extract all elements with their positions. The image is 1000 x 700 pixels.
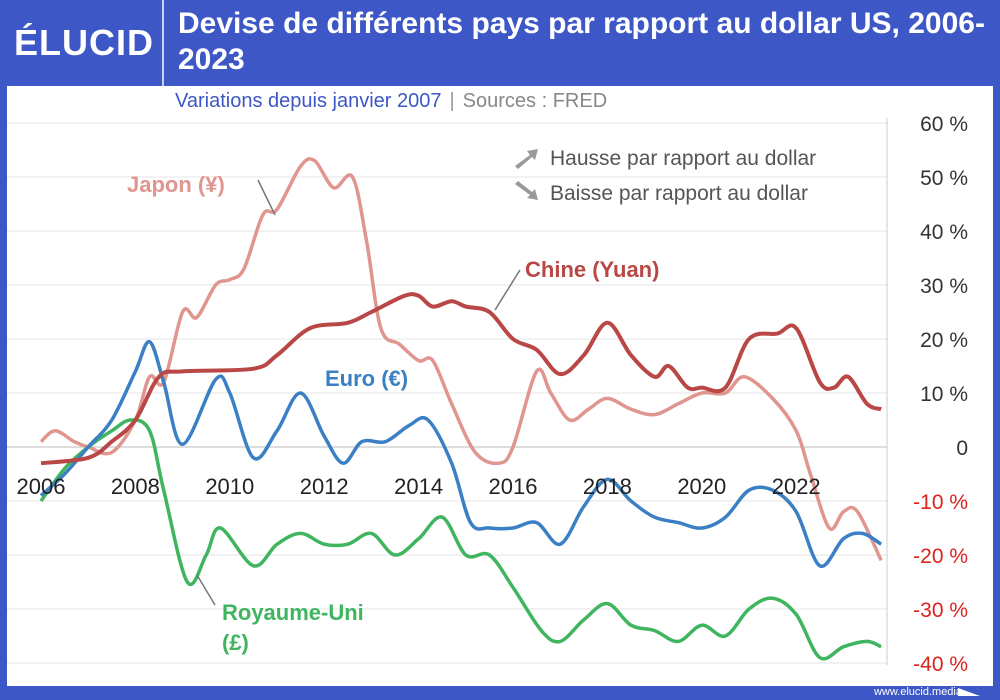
y-tick-label: 30 % [920,275,968,298]
series-label-line: (£) [222,630,249,655]
x-tick-label: 2016 [489,474,538,499]
chart-subtitle: Variations depuis janvier 2007 | Sources :… [175,90,607,113]
x-tick-label: 2014 [394,474,443,499]
japan-line [39,157,883,562]
series-label-line: Royaume-Uni [222,600,364,625]
chart-title: Devise de différents pays par rapport au… [178,7,985,76]
elucid-logo: ÉLUCID [14,22,154,63]
legend-down-label: Baisse par rapport au dollar [550,182,808,205]
arrow-down-icon [515,181,538,200]
y-tick-label: -20 % [913,545,968,568]
series-label: Chine (Yuan) [525,257,659,282]
header: ÉLUCID Devise de différents pays par rap… [0,0,1000,86]
y-tick-label: 10 % [920,383,968,406]
uk-line [39,418,882,661]
label-leader-line [494,269,521,311]
x-tick-label: 2010 [205,474,254,499]
x-tick-label: 2020 [677,474,726,499]
y-tick-label: -30 % [913,599,968,622]
x-tick-label: 2012 [300,474,349,499]
china-line [40,292,882,466]
x-tick-label: 2022 [772,474,821,499]
legend-up-label: Hausse par rapport au dollar [550,147,816,170]
x-tick-label: 2006 [17,474,66,499]
logo-flag-icon [958,688,980,696]
subtitle-separator: | [449,90,455,112]
x-tick-label: 2008 [111,474,160,499]
source-text: Sources : FRED [462,90,608,112]
series-label: Royaume-Uni (£) [222,600,364,655]
chart-panel [7,86,993,686]
y-tick-label: 0 [956,437,968,460]
y-tick-label: 20 % [920,329,968,352]
footer-url: www.elucid.media [873,686,962,698]
y-tick-label: -40 % [913,653,968,676]
y-tick-label: 40 % [920,221,968,244]
series-label: Japon (¥) [127,172,225,197]
y-tick-label: 60 % [920,113,968,136]
euro-line [39,339,883,568]
header-divider [162,0,164,86]
label-leader-line [257,179,276,216]
series-label: Euro (€) [325,366,408,391]
x-tick-label: 2018 [583,474,632,499]
arrow-up-icon [515,149,538,169]
label-leader-line [196,574,216,606]
y-tick-label: -10 % [913,491,968,514]
y-tick-label: 50 % [920,167,968,190]
subtitle-text: Variations depuis janvier 2007 [175,90,442,112]
